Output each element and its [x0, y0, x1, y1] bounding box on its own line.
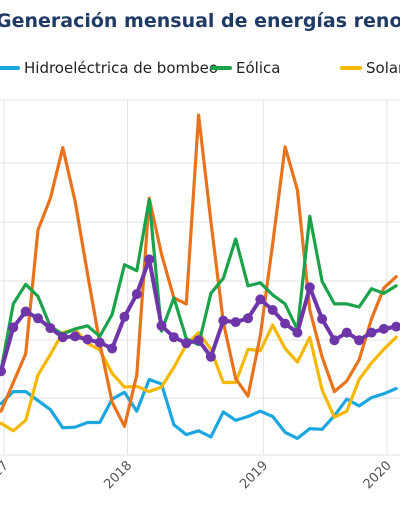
total-point-8 [94, 337, 105, 348]
series-line-3 [0, 113, 398, 428]
total-point-13 [156, 320, 167, 331]
series-line-0 [0, 377, 398, 440]
total-point-14 [168, 332, 179, 343]
total-point-16 [193, 335, 204, 346]
total-point-24 [292, 327, 303, 338]
total-point-25 [304, 282, 315, 293]
total-point-21 [255, 294, 266, 305]
total-point-7 [82, 334, 93, 345]
legend: Hidroeléctrica de bombeo Eólica Solar [0, 59, 400, 77]
total-point-12 [144, 254, 155, 265]
total-point-31 [378, 323, 389, 334]
legend-label-0: Hidroeléctrica de bombeo [24, 59, 218, 77]
total-point-9 [107, 343, 118, 354]
total-point-28 [341, 327, 352, 338]
total-point-29 [354, 335, 365, 346]
total-point-27 [329, 335, 340, 346]
legend-label-1: Eólica [236, 59, 280, 77]
total-point-20 [243, 313, 253, 324]
series-layer [0, 113, 400, 440]
total-point-1 [8, 322, 19, 333]
total-point-23 [280, 318, 291, 329]
total-point-10 [119, 311, 130, 322]
total-point-32 [391, 321, 400, 332]
x-tick-label-2: 2019 [237, 458, 271, 492]
total-point-19 [230, 317, 241, 328]
total-point-0 [0, 366, 6, 377]
grid-layer [0, 99, 400, 456]
total-point-15 [181, 338, 192, 349]
series-line-4 [0, 257, 399, 374]
total-point-5 [57, 332, 68, 343]
total-point-30 [366, 327, 377, 338]
x-tick-label-3: 2020 [361, 458, 395, 492]
total-point-26 [317, 314, 328, 324]
total-point-11 [131, 289, 142, 300]
total-point-22 [267, 305, 278, 315]
total-point-2 [20, 306, 31, 317]
total-point-3 [33, 313, 43, 324]
x-tick-label-1: 2018 [101, 458, 135, 492]
total-point-4 [45, 323, 56, 334]
chart-title: Generación mensual de energías renovable… [0, 10, 400, 32]
x-tick-label-0: 2017 [0, 458, 12, 492]
legend-label-2: Solar [366, 59, 400, 77]
x-tick-labels: 2017 2018 2019 2020 [0, 458, 395, 492]
total-point-17 [205, 351, 216, 362]
total-point-18 [218, 315, 229, 326]
total-point-6 [70, 331, 81, 342]
